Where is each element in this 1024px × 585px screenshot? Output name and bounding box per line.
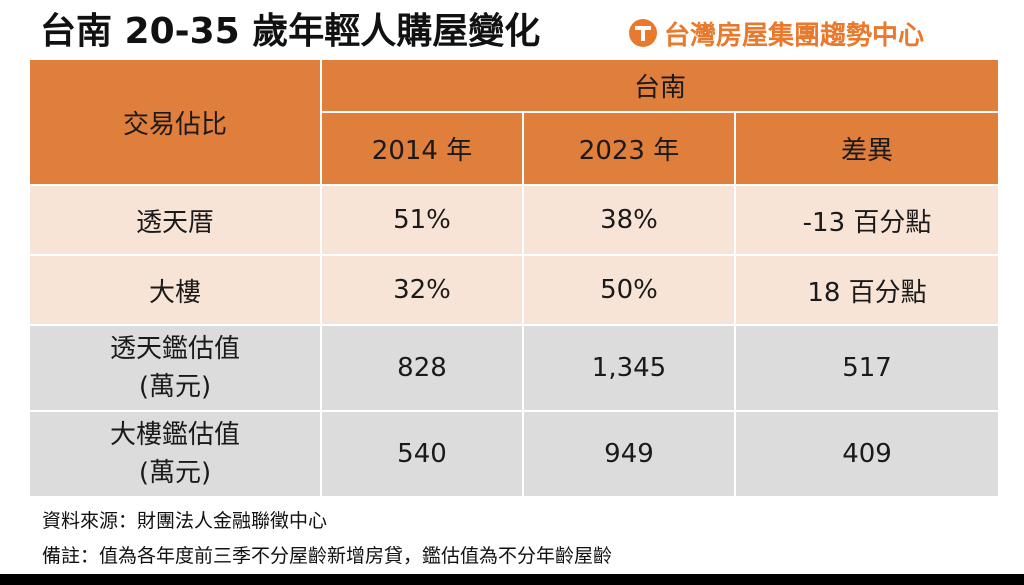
source-note: 資料來源：財團法人金融聯徵中心 (42, 510, 328, 532)
brand: 台灣房屋集團趨勢中心 (628, 14, 924, 52)
table-cell: 38% (522, 184, 736, 256)
table-row: 透天厝 51% 38% -13 百分點 (28, 184, 1001, 256)
table-row: 大樓 32% 50% 18 百分點 (28, 254, 1001, 326)
data-table: 交易佔比 台南 2014 年 2023 年 差異 透天厝 51% 38% -13… (28, 58, 1001, 498)
table-cell: 540 (320, 410, 524, 498)
taiwan-realty-logo-icon (629, 19, 657, 47)
page-title: 台南 20-35 歲年輕人購屋變化 (40, 11, 541, 52)
bottom-border (0, 574, 1024, 585)
table-cell: 51% (320, 184, 524, 256)
table-cell: 409 (733, 410, 1001, 498)
table-cell: 32% (320, 254, 524, 326)
row-label-unit: (萬元) (138, 458, 212, 488)
row-label: 大樓 (28, 254, 322, 326)
row-label-line: 大樓鑑估值 (109, 420, 240, 450)
row-label: 大樓鑑估值 (萬元) (28, 410, 322, 498)
row-label-line: 透天鑑估值 (109, 334, 240, 364)
column-header: 2014 年 (320, 111, 524, 186)
column-header: 差異 (733, 111, 1001, 186)
table-row: 大樓鑑估值 (萬元) 540 949 409 (28, 410, 1001, 498)
table-cell: 18 百分點 (733, 254, 1001, 326)
table-cell: 50% (522, 254, 736, 326)
corner-header: 交易佔比 (28, 58, 322, 186)
remark-note: 備註：值為各年度前三季不分屋齡新增房貸，鑑估值為不分年齡屋齡 (42, 545, 613, 567)
row-label: 透天鑑估值 (萬元) (28, 324, 322, 412)
table-cell: -13 百分點 (733, 184, 1001, 256)
brand-name: 台灣房屋集團趨勢中心 (664, 20, 925, 51)
table-cell: 828 (320, 324, 524, 412)
table-cell: 949 (522, 410, 736, 498)
row-label: 透天厝 (28, 184, 322, 256)
row-label-unit: (萬元) (138, 372, 212, 402)
table-cell: 517 (733, 324, 1001, 412)
column-header: 2023 年 (522, 111, 736, 186)
table-cell: 1,345 (522, 324, 736, 412)
table-row: 透天鑑估值 (萬元) 828 1,345 517 (28, 324, 1001, 412)
region-header: 台南 (319, 58, 1001, 113)
